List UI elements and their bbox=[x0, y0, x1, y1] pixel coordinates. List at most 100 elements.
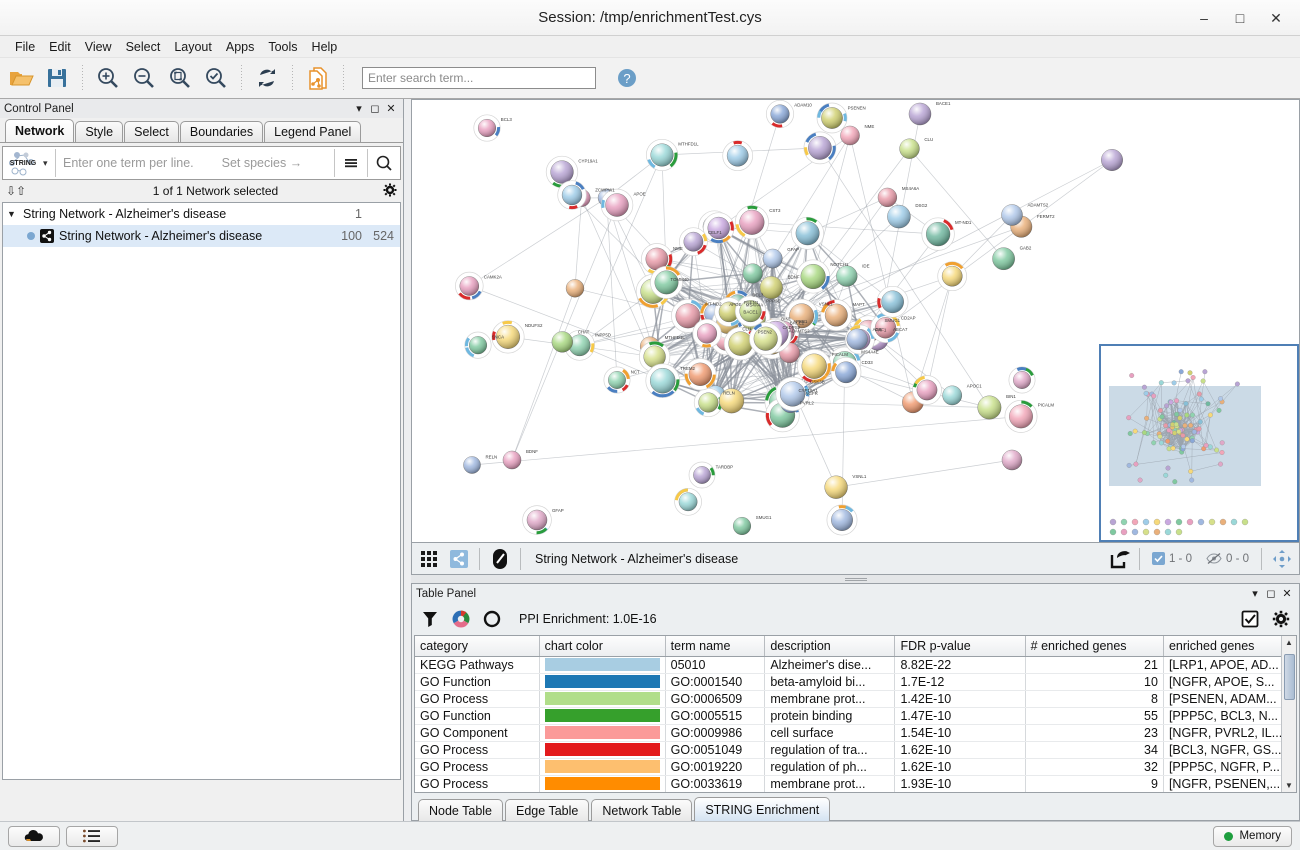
enrichment-table[interactable]: category chart color term name descripti… bbox=[414, 635, 1297, 793]
column-header-chart-color[interactable]: chart color bbox=[539, 636, 666, 657]
checkbox-icon[interactable] bbox=[1236, 606, 1264, 632]
network-node[interactable] bbox=[603, 366, 631, 394]
network-node[interactable] bbox=[830, 356, 862, 388]
menu-view[interactable]: View bbox=[84, 39, 112, 54]
set-species-link[interactable]: Set species → bbox=[221, 156, 303, 170]
filter-icon[interactable] bbox=[416, 606, 444, 632]
table-row[interactable]: GO Process GO:0033619 membrane prot... 1.93… bbox=[415, 775, 1285, 792]
network-node[interactable] bbox=[846, 328, 868, 350]
network-node[interactable] bbox=[1001, 449, 1023, 471]
ring-chart-icon[interactable] bbox=[478, 606, 506, 632]
menu-help[interactable]: Help bbox=[311, 39, 338, 54]
menu-edit[interactable]: Edit bbox=[49, 39, 71, 54]
network-node[interactable] bbox=[803, 131, 837, 165]
network-node[interactable] bbox=[797, 349, 832, 384]
annotation-icon[interactable] bbox=[486, 546, 514, 572]
network-node[interactable] bbox=[912, 375, 942, 405]
network-node[interactable] bbox=[775, 376, 810, 412]
expand-triangle-icon[interactable]: ▼ bbox=[7, 209, 16, 219]
network-node[interactable] bbox=[693, 387, 723, 418]
chevron-down-icon[interactable]: ▾ bbox=[356, 103, 362, 115]
network-node[interactable] bbox=[899, 138, 920, 159]
search-input[interactable]: Enter search term... bbox=[362, 67, 596, 89]
search-icon[interactable] bbox=[368, 147, 400, 179]
network-node[interactable] bbox=[765, 100, 795, 129]
network-node[interactable] bbox=[784, 298, 819, 333]
network-node[interactable] bbox=[1101, 149, 1123, 171]
network-node[interactable] bbox=[551, 331, 573, 353]
tab-legend-panel[interactable]: Legend Panel bbox=[264, 121, 362, 142]
network-node[interactable] bbox=[840, 125, 860, 146]
table-row[interactable]: GO Process GO:0006509 membrane prot... 1.42… bbox=[415, 690, 1285, 708]
network-node[interactable] bbox=[714, 297, 744, 327]
table-row[interactable]: GO Process GO:0050435beta-amyloid m...2.0… bbox=[415, 792, 1284, 793]
share-network-icon[interactable] bbox=[301, 61, 335, 95]
network-node[interactable] bbox=[887, 204, 911, 229]
network-node[interactable] bbox=[734, 205, 769, 240]
tab-boundaries[interactable]: Boundaries bbox=[179, 121, 264, 142]
network-node[interactable] bbox=[645, 138, 679, 172]
network-node[interactable] bbox=[645, 363, 680, 398]
cloud-icon[interactable] bbox=[8, 825, 60, 847]
tab-style[interactable]: Style bbox=[75, 121, 124, 142]
save-icon[interactable] bbox=[40, 61, 74, 95]
export-icon[interactable] bbox=[1105, 546, 1133, 572]
minimize-icon[interactable]: – bbox=[1200, 10, 1208, 26]
network-node[interactable] bbox=[836, 265, 858, 287]
network-node[interactable] bbox=[674, 487, 702, 516]
string-term-input[interactable]: Enter one term per line. Set species → bbox=[56, 156, 334, 170]
column-header-category[interactable]: category bbox=[415, 636, 540, 657]
network-node[interactable] bbox=[908, 102, 932, 126]
scrollbar-thumb[interactable] bbox=[1283, 654, 1295, 700]
network-node[interactable] bbox=[734, 295, 767, 327]
gear-icon[interactable] bbox=[1267, 606, 1295, 632]
table-row[interactable]: GO Function GO:0005515 protein binding 1.47… bbox=[415, 707, 1285, 725]
network-node[interactable] bbox=[473, 114, 501, 142]
collapse-expand-arrows[interactable]: ⇩⇧ bbox=[6, 184, 27, 198]
network-node[interactable] bbox=[820, 299, 853, 332]
network-node[interactable] bbox=[692, 318, 722, 349]
zoom-fit-icon[interactable] bbox=[163, 61, 197, 95]
tab-network-table[interactable]: Network Table bbox=[591, 799, 693, 821]
close-icon[interactable]: ✕ bbox=[1270, 9, 1282, 26]
column-header-description[interactable]: description bbox=[764, 636, 896, 657]
refresh-icon[interactable] bbox=[250, 61, 284, 95]
table-row[interactable]: GO Component GO:0009986 cell surface 1.54E-… bbox=[415, 724, 1285, 742]
network-node[interactable] bbox=[650, 265, 683, 299]
menu-tools[interactable]: Tools bbox=[268, 39, 298, 54]
float-panel-icon[interactable]: ◻ bbox=[1266, 588, 1276, 600]
network-node[interactable] bbox=[791, 216, 825, 250]
network-node[interactable] bbox=[824, 475, 848, 499]
network-node[interactable] bbox=[502, 450, 522, 470]
network-node[interactable] bbox=[937, 261, 968, 292]
tab-string-enrichment[interactable]: STRING Enrichment bbox=[694, 797, 831, 821]
hidden-nodes-counter[interactable]: 0 - 0 bbox=[1200, 552, 1255, 565]
tab-network[interactable]: Network bbox=[5, 119, 75, 142]
network-node[interactable] bbox=[722, 140, 754, 172]
network-node[interactable] bbox=[522, 505, 552, 535]
network-node[interactable] bbox=[1008, 366, 1036, 394]
table-row[interactable]: GO Function GO:0001540 beta-amyloid bi... 1… bbox=[415, 673, 1285, 691]
network-node[interactable] bbox=[557, 180, 587, 210]
tab-edge-table[interactable]: Edge Table bbox=[505, 799, 590, 821]
grid-layout-icon[interactable] bbox=[415, 546, 443, 572]
network-node[interactable] bbox=[491, 320, 525, 354]
network-node[interactable] bbox=[463, 456, 481, 474]
scroll-down-arrow-icon[interactable]: ▼ bbox=[1285, 781, 1293, 790]
column-header-term-name[interactable]: term name bbox=[665, 636, 766, 657]
network-node[interactable] bbox=[921, 217, 955, 251]
column-header-fdr-pvalue[interactable]: FDR p-value bbox=[894, 636, 1026, 657]
network-node[interactable] bbox=[719, 388, 745, 414]
gear-icon[interactable] bbox=[383, 183, 397, 200]
network-node[interactable] bbox=[759, 276, 783, 300]
network-node[interactable] bbox=[876, 285, 909, 318]
network-tree-root[interactable]: ▼ String Network - Alzheimer's disease 1 bbox=[3, 203, 400, 225]
table-vertical-scrollbar[interactable]: ▲ ▼ bbox=[1281, 636, 1296, 792]
donut-chart-icon[interactable] bbox=[447, 606, 475, 632]
network-node[interactable] bbox=[600, 188, 634, 222]
menu-select[interactable]: Select bbox=[125, 39, 161, 54]
species-dropdown-caret-icon[interactable]: ▾ bbox=[43, 157, 48, 168]
network-node[interactable] bbox=[545, 155, 579, 189]
network-node[interactable] bbox=[992, 247, 1015, 271]
zoom-selected-icon[interactable] bbox=[199, 61, 233, 95]
